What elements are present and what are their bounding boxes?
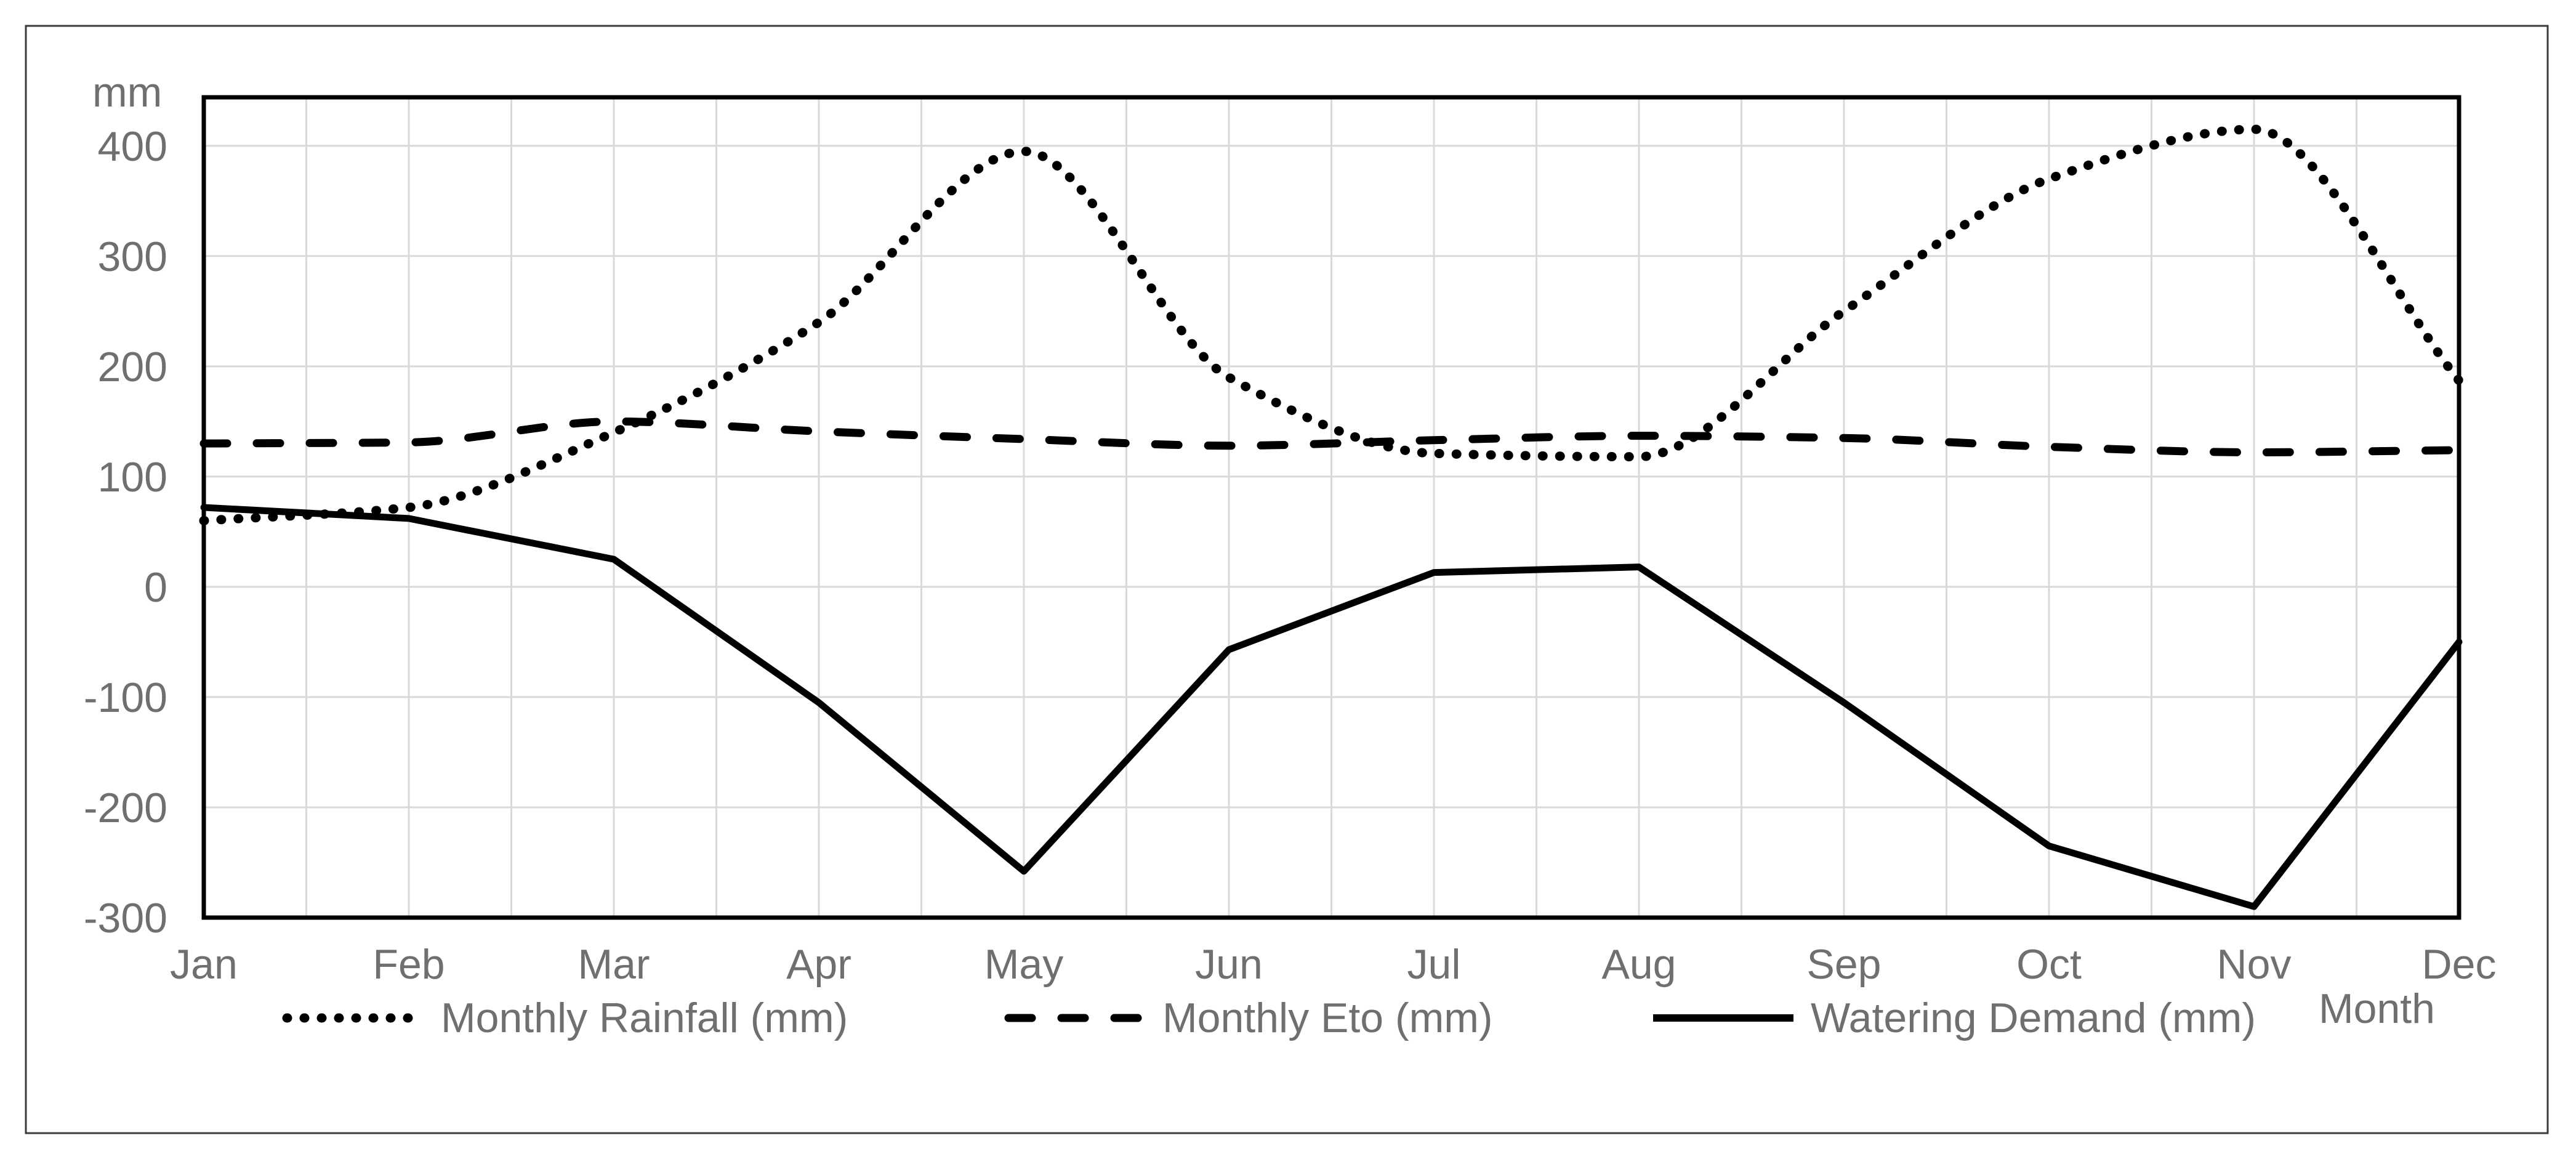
y-axis-unit-label: mm (92, 69, 163, 116)
x-tick-label: Oct (2016, 941, 2082, 988)
y-tick-label: -200 (84, 785, 167, 831)
outer-chart-border (25, 25, 2549, 1134)
series-line-eto (199, 417, 2463, 456)
plot-border (201, 95, 2461, 920)
x-axis-title: Month (2319, 985, 2435, 1032)
x-tick-label: Jun (1195, 941, 1263, 988)
y-tick-label: 200 (98, 344, 167, 390)
y-tick-label: 300 (98, 233, 167, 280)
x-tick-label: Nov (2217, 941, 2292, 988)
x-tick-label: Apr (786, 941, 851, 988)
x-tick-label: Mar (578, 941, 650, 988)
x-tick-label: Jan (170, 941, 238, 988)
x-tick-label: Feb (372, 941, 445, 988)
x-tick-label: Aug (1602, 941, 1676, 988)
x-tick-label: May (984, 941, 1063, 988)
series-line-demand (200, 504, 2463, 910)
x-tick-label: Dec (2422, 941, 2497, 988)
y-tick-label: -300 (84, 895, 167, 942)
y-tick-label: 400 (98, 123, 167, 170)
gridlines (203, 97, 2460, 919)
x-tick-label: Jul (1407, 941, 1461, 988)
y-tick-label: 100 (98, 454, 167, 501)
x-tick-label: Sep (1807, 941, 1882, 988)
y-tick-label: 0 (144, 564, 167, 611)
y-tick-label: -100 (84, 674, 167, 721)
